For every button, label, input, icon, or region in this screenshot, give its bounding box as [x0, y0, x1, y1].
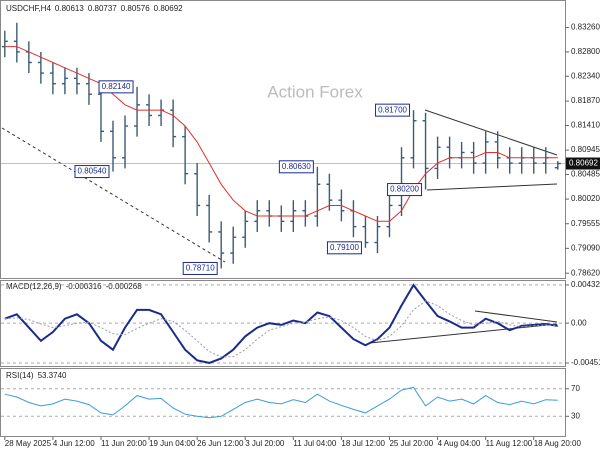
- y-tick-label: 30: [571, 411, 580, 420]
- low: 0.80576: [121, 4, 150, 13]
- annotation-label: 0.80540: [78, 167, 107, 176]
- trend-line: [1, 127, 226, 263]
- close: 0.80692: [154, 4, 183, 13]
- y-tick-label: 0.83260: [571, 23, 600, 32]
- price-header: USDCHF,H4 0.80613 0.80737 0.80576 0.80692: [6, 4, 183, 13]
- last-price-label: 0.80692: [569, 159, 598, 168]
- macd-value: -0.000316: [66, 282, 103, 291]
- y-tick-label: 0.80945: [571, 145, 600, 154]
- annotation-box: [98, 80, 134, 94]
- last-price-tag: [566, 157, 600, 170]
- y-tick-label: 0.79555: [571, 219, 600, 228]
- macd-title: MACD(12,26,9): [6, 282, 62, 291]
- x-tick-label: 28 May 2025: [5, 439, 52, 448]
- rsi-title: RSI(14): [6, 371, 34, 380]
- triangle-lower: [426, 183, 558, 191]
- annotation-box: [375, 103, 411, 117]
- x-tick-label: 26 Jun 12:00: [197, 439, 244, 448]
- moving-average: [4, 46, 558, 222]
- x-tick-label: 18 Aug 20:00: [534, 439, 582, 448]
- annotation-label: 0.81700: [378, 105, 407, 114]
- annotation-label: 0.78710: [186, 264, 215, 273]
- rsi-header: RSI(14) 53.3740: [6, 371, 67, 380]
- y-tick-label: -0.004511: [571, 358, 600, 367]
- triangle-upper: [424, 109, 558, 156]
- x-tick-label: 11 Jul 04:00: [293, 439, 337, 448]
- x-tick-label: 25 Jul 20:00: [389, 439, 433, 448]
- y-tick-label: 0.79090: [571, 243, 600, 252]
- x-tick-label: 4 Jun 12:00: [53, 439, 95, 448]
- y-tick-label: 0.004325: [571, 280, 600, 289]
- x-tick-label: 4 Aug 04:00: [438, 439, 481, 448]
- annotation-label: 0.80630: [282, 162, 311, 171]
- x-tick-label: 19 Jun 04:00: [149, 439, 196, 448]
- rsi-line: [4, 386, 558, 419]
- open: 0.80613: [55, 4, 84, 13]
- x-tick-label: 11 Aug 12:00: [486, 439, 533, 448]
- y-tick-label: 0.81410: [571, 121, 600, 130]
- annotation-label: 0.79100: [330, 243, 359, 252]
- macd-header: MACD(12,26,9) -0.000316 -0.000268: [6, 282, 142, 291]
- x-tick-label: 3 Jul 20:00: [245, 439, 285, 448]
- y-tick-label: 0.82800: [571, 47, 600, 56]
- signal-value: -0.000268: [106, 282, 143, 291]
- y-tick-label: 0.00: [571, 318, 587, 327]
- watermark: Action Forex: [267, 82, 363, 101]
- symbol: USDCHF,H4: [6, 4, 51, 13]
- x-tick-label: 18 Jul 12:00: [341, 439, 385, 448]
- y-tick-label: 70: [571, 384, 580, 393]
- macd-line: [4, 283, 558, 364]
- y-tick-label: 0.78620: [571, 268, 600, 277]
- annotation-label: 0.80200: [390, 185, 419, 194]
- y-tick-label: 0.80485: [571, 170, 600, 179]
- macd-lower-line: [369, 323, 558, 344]
- annotation-box: [182, 261, 218, 275]
- macd-upper-line: [474, 310, 558, 323]
- y-tick-label: 0.80020: [571, 194, 600, 203]
- signal-line: [4, 300, 558, 358]
- high: 0.80737: [88, 4, 117, 13]
- y-tick-label: 0.81870: [571, 96, 600, 105]
- y-tick-label: 0.82340: [571, 71, 600, 80]
- price-panel: [0, 0, 566, 279]
- annotation-box: [278, 160, 314, 174]
- annotation-box: [74, 165, 110, 179]
- annotation-box: [326, 241, 362, 255]
- annotation-box: [387, 183, 423, 197]
- annotation-label: 0.82140: [102, 82, 131, 91]
- x-tick-label: 11 Jun 20:00: [101, 439, 147, 448]
- rsi-panel: [0, 368, 566, 437]
- rsi-value: 53.3740: [38, 371, 67, 380]
